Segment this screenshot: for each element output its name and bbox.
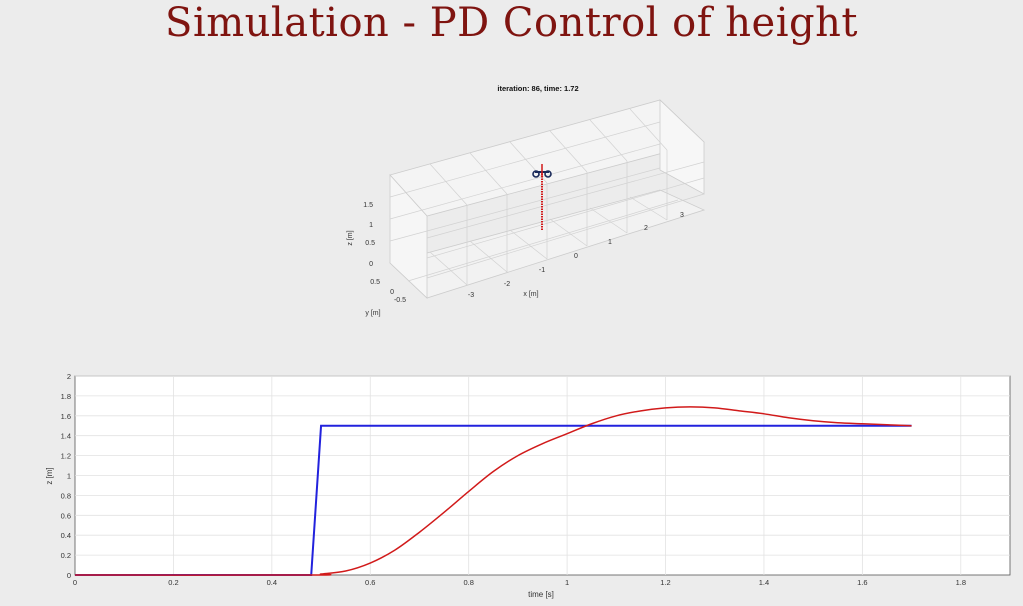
x-tick-labels: 0 0.2 0.4 0.6 0.8 1 1.2 1.4 1.6 1.8 — [73, 578, 966, 587]
y-tick-label: 1.8 — [61, 392, 71, 401]
y-tick-label: 0.6 — [61, 511, 71, 520]
x-axis-label: x [m] — [523, 291, 538, 298]
chart-ylabel: z [m] — [45, 467, 54, 484]
y-tick-label: 1 — [67, 472, 71, 481]
z-axis-label: z [m] — [347, 230, 354, 245]
y-tick: 0.5 — [370, 279, 380, 286]
series-line-response — [74, 406, 912, 576]
x-tick: -3 — [468, 292, 474, 299]
x-tick-label: 0.2 — [168, 578, 178, 587]
z-tick: 1.5 — [363, 202, 373, 209]
y-tick-label: 0.2 — [61, 551, 71, 560]
x-tick-label: 0.8 — [463, 578, 473, 587]
x-tick: -2 — [504, 281, 510, 288]
x-tick-label: 1.6 — [857, 578, 867, 587]
y-tick-label: 1.2 — [61, 452, 71, 461]
y-tick-labels: 0 0.2 0.4 0.6 0.8 1 1.2 1.4 1.6 1.8 2 — [61, 372, 71, 580]
chart-series — [74, 406, 912, 576]
x-tick-label: 0 — [73, 578, 77, 587]
chart-grid — [75, 375, 1010, 575]
quadrotor-icon — [532, 164, 552, 178]
y-tick: -0.5 — [394, 297, 406, 304]
z-axis-ticks: 1.5 1 0.5 0 — [363, 202, 375, 268]
slide-title: Simulation - PD Control of height — [165, 0, 858, 46]
y-tick: 0 — [390, 289, 394, 296]
y-tick-label: 0 — [67, 571, 71, 580]
z-tick: 1 — [369, 222, 373, 229]
y-axis-ticks: 0.5 0 -0.5 — [370, 279, 406, 304]
x-tick: 3 — [680, 212, 684, 219]
panel-left — [389, 173, 428, 299]
y-tick-label: 1.6 — [61, 412, 71, 421]
x-tick-label: 1.8 — [956, 578, 966, 587]
x-axis-ticks: -3 -2 -1 0 1 2 3 — [468, 212, 684, 299]
x-tick-label: 1.4 — [759, 578, 769, 587]
x-tick: 1 — [608, 239, 612, 246]
x-tick-label: 1 — [565, 578, 569, 587]
height-time-chart: 0 0.2 0.4 0.6 0.8 1 1.2 1.4 1.6 1.8 0 0.2 0.4 0.6 0.8… — [45, 372, 1011, 599]
y-tick-label: 0.8 — [61, 491, 71, 500]
grid-3d — [389, 108, 705, 286]
z-tick: 0.5 — [365, 240, 375, 247]
y-tick-label: 2 — [67, 372, 71, 381]
x-tick-label: 0.4 — [267, 578, 277, 587]
chart-xlabel: time [s] — [528, 590, 554, 599]
simulation-3d-view: iteration: 86, time: 1.72 — [347, 84, 706, 317]
z-tick: 0 — [369, 261, 373, 268]
x-tick-label: 1.2 — [660, 578, 670, 587]
x-tick: 0 — [574, 253, 578, 260]
x-tick: -1 — [539, 267, 545, 274]
y-tick-label: 1.4 — [61, 432, 71, 441]
x-tick: 2 — [644, 225, 648, 232]
iteration-label: iteration: 86, time: 1.72 — [497, 84, 578, 93]
y-axis-label: y [m] — [365, 310, 380, 317]
x-tick-label: 0.6 — [365, 578, 375, 587]
y-tick-label: 0.4 — [61, 531, 71, 540]
